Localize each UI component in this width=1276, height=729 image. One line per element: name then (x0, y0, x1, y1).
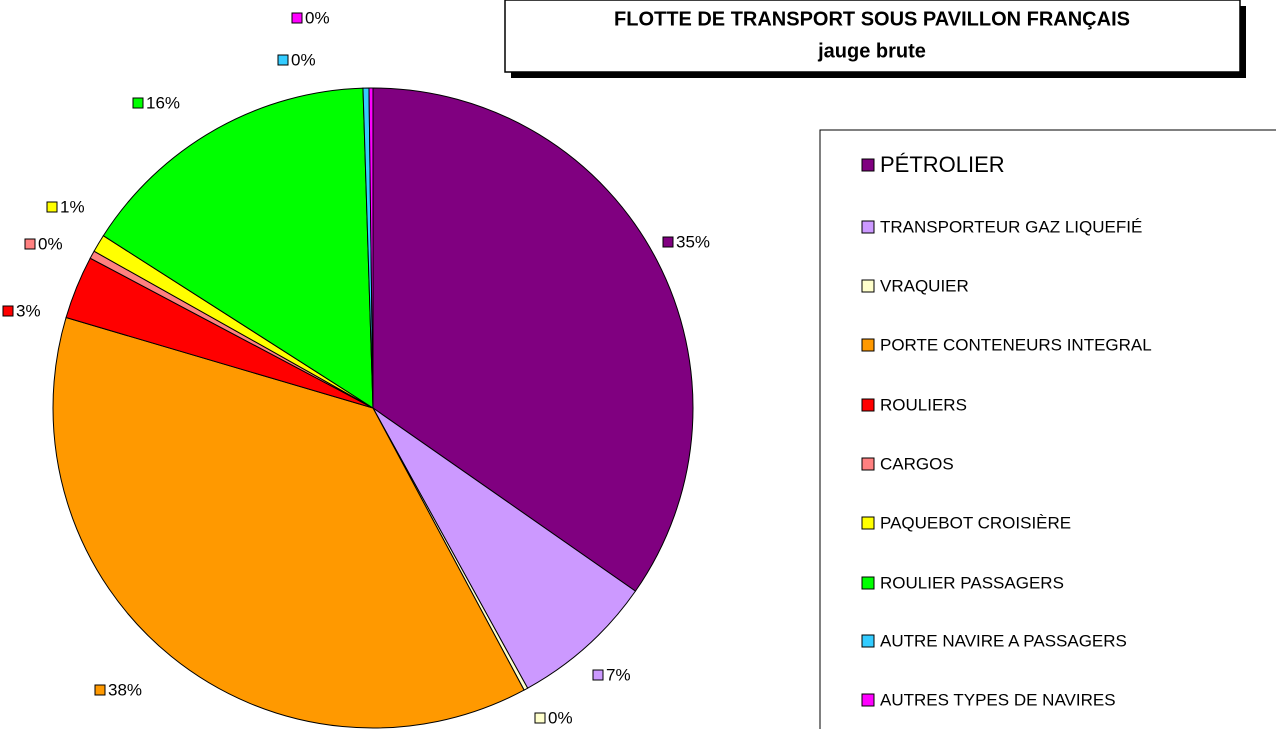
legend-label: TRANSPORTEUR GAZ LIQUEFIÉ (880, 217, 1142, 236)
legend-label: ROULIER PASSAGERS (880, 573, 1064, 592)
data-label: 0% (548, 708, 573, 727)
legend-swatch (861, 158, 875, 172)
legend-swatch (861, 338, 875, 352)
legend-label: AUTRE NAVIRE A PASSAGERS (880, 631, 1127, 650)
chart-title: FLOTTE DE TRANSPORT SOUS PAVILLON FRANÇA… (614, 8, 1130, 30)
data-label-swatch (46, 201, 58, 213)
legend-swatch (861, 398, 875, 412)
legend-swatch (861, 220, 875, 234)
title-box (504, 0, 1241, 73)
legend-label: PORTE CONTENEURS INTEGRAL (880, 335, 1152, 354)
legend-label: AUTRES TYPES DE NAVIRES (880, 690, 1116, 709)
data-label-swatch (24, 238, 36, 250)
chart-subtitle: jauge brute (817, 40, 926, 62)
data-label-swatch (2, 305, 14, 317)
legend-swatch (861, 576, 875, 590)
data-label: 16% (146, 93, 180, 112)
legend-label: ROULIERS (880, 395, 967, 414)
legend-label: PÉTROLIER (880, 152, 1005, 177)
legend-box (819, 129, 1276, 729)
legend-swatch (861, 457, 875, 471)
data-label: 38% (108, 680, 142, 699)
data-label: 0% (305, 8, 330, 27)
legend-swatch (861, 693, 875, 707)
pie-slice (52, 316, 525, 729)
legend-label: PAQUEBOT CROISIÈRE (880, 513, 1071, 532)
pie-slice (372, 407, 637, 689)
pie-slice (102, 87, 374, 409)
data-label: 7% (606, 665, 631, 684)
data-label-swatch (94, 684, 106, 696)
data-label: 35% (676, 232, 710, 251)
legend-label: CARGOS (880, 454, 954, 473)
data-label-swatch (277, 54, 289, 66)
pie-slice (368, 87, 374, 409)
data-label-swatch (592, 669, 604, 681)
legend-swatch (861, 279, 875, 293)
data-label: 0% (291, 50, 316, 69)
legend-swatch (861, 516, 875, 530)
legend-label: VRAQUIER (880, 276, 969, 295)
legend-swatch (861, 634, 875, 648)
data-label-swatch (132, 97, 144, 109)
pie-slice (372, 87, 694, 592)
data-label: 1% (60, 197, 85, 216)
data-label-swatch (662, 236, 674, 248)
data-label: 3% (16, 301, 41, 320)
data-label-swatch (534, 712, 546, 724)
data-label: 0% (38, 234, 63, 253)
data-label-swatch (291, 12, 303, 24)
